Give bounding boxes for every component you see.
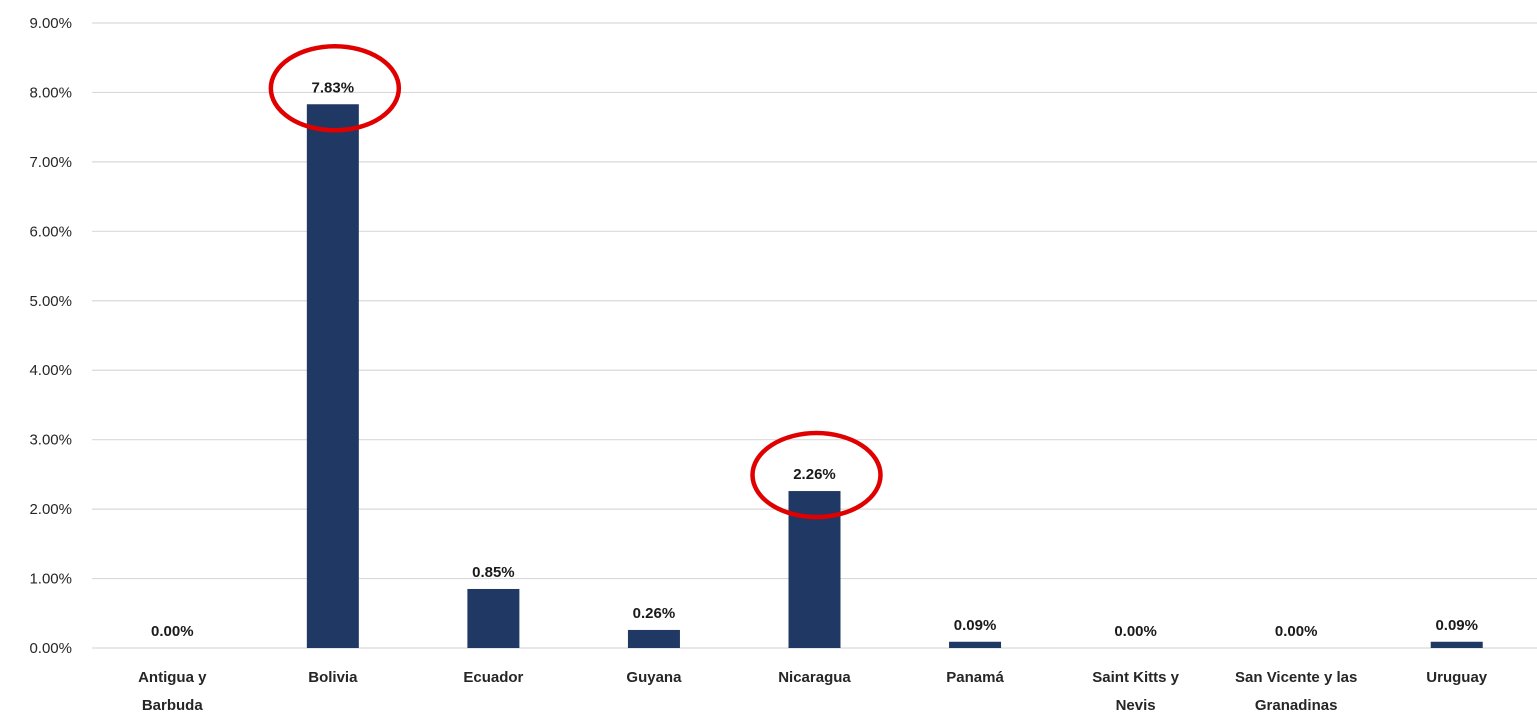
highlight-circles <box>268 44 883 520</box>
x-category-label: Barbuda <box>142 697 204 714</box>
y-tick-label: 9.00% <box>29 15 72 32</box>
x-category-label: Antigua y <box>138 669 207 686</box>
x-category-label: Bolivia <box>308 669 358 686</box>
x-category-label: Nicaragua <box>778 669 851 686</box>
data-labels: 0.00% 7.83% 0.85% 0.26% 2.26% 0.09% 0.00% 0.00%… <box>151 79 1478 640</box>
y-tick-label: 1.00% <box>29 571 72 588</box>
y-tick-label: 4.00% <box>29 362 72 379</box>
bar <box>949 641 1002 648</box>
data-label: 0.00% <box>1114 623 1157 640</box>
data-label: 0.09% <box>1435 617 1478 634</box>
bar <box>306 104 359 648</box>
x-axis-categories: Antigua y Barbuda Bolivia Ecuador Guyana Nica… <box>138 669 1488 714</box>
data-label: 0.85% <box>472 564 515 581</box>
data-label: 0.09% <box>954 617 997 634</box>
x-category-label: Granadinas <box>1255 697 1338 714</box>
x-category-label: Panamá <box>946 669 1004 686</box>
x-category-label: Uruguay <box>1426 669 1488 686</box>
bar <box>627 629 680 648</box>
y-tick-label: 0.00% <box>29 640 72 657</box>
x-category-label: Nevis <box>1116 697 1156 714</box>
data-label: 2.26% <box>793 466 836 483</box>
x-category-label: San Vicente y las <box>1235 669 1357 686</box>
data-label: 0.00% <box>151 623 194 640</box>
x-category-label: Guyana <box>626 669 682 686</box>
y-axis-ticks: 0.00% 1.00% 2.00% 3.00% 4.00% 5.00% 6.00% 7.00%… <box>29 15 72 657</box>
y-tick-label: 8.00% <box>29 84 72 101</box>
x-category-label: Ecuador <box>463 669 523 686</box>
y-tick-label: 2.00% <box>29 501 72 518</box>
y-tick-label: 6.00% <box>29 223 72 240</box>
y-tick-label: 7.00% <box>29 154 72 171</box>
data-label: 7.83% <box>312 79 355 96</box>
y-tick-label: 5.00% <box>29 293 72 310</box>
bar <box>1430 641 1483 648</box>
x-category-label: Saint Kitts y <box>1092 669 1179 686</box>
data-label: 0.26% <box>633 605 676 622</box>
highlight-circle <box>268 44 402 133</box>
highlight-circle <box>750 430 883 520</box>
bar <box>467 588 520 648</box>
bars <box>306 104 1483 648</box>
data-label: 0.00% <box>1275 623 1318 640</box>
y-tick-label: 3.00% <box>29 432 72 449</box>
